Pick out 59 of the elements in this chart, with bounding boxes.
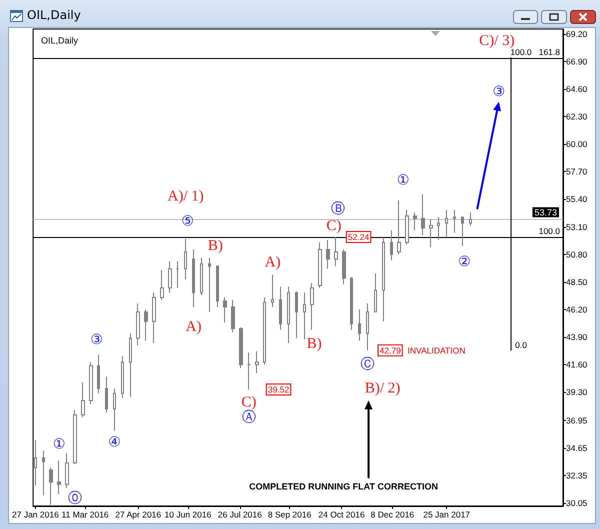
x-tick-label: 8 Sep 2016 — [268, 510, 312, 520]
y-tick-label: 50.80 — [566, 249, 588, 260]
text: OIL,Daily — [41, 36, 79, 46]
annotation: 100.0 — [538, 226, 560, 236]
y-tick-label: 36.95 — [566, 415, 588, 426]
ref-line-label: 53.73 — [534, 208, 557, 218]
annotation: A) — [264, 254, 281, 271]
y-tick-label: 69.20 — [566, 28, 588, 39]
annotation: ② — [458, 254, 471, 270]
annotation: ① — [52, 436, 66, 452]
annotation: B)/ 2) — [364, 380, 400, 396]
y-tick-label: 48.50 — [566, 276, 588, 287]
y-tick-label: 46.20 — [566, 304, 588, 314]
annotation: 161.8 — [538, 46, 560, 57]
annotation: ① — [396, 172, 410, 188]
x-tick-label: 8 Dec 2016 — [370, 510, 414, 520]
annotation: ④ — [108, 434, 121, 450]
annotation: C) — [241, 394, 256, 411]
y-tick-label: 53.10 — [566, 222, 588, 232]
annotation: INVALIDATION — [408, 345, 466, 356]
y-tick-label: 57.70 — [566, 166, 588, 177]
annotation: ⑤ — [181, 214, 194, 230]
y-tick-label: 62.30 — [566, 111, 588, 122]
y-tick-label: 55.40 — [566, 194, 588, 204]
y-tick-label: 30.05 — [566, 498, 588, 508]
annotation: A) — [186, 319, 202, 336]
y-tick-label: 39.30 — [566, 387, 588, 398]
annotation: ⓪ — [68, 490, 82, 506]
y-tick-label: 66.90 — [566, 56, 588, 66]
annotation: 39.52 — [268, 384, 290, 395]
annotation: 52.24 — [348, 232, 370, 242]
x-tick-label: 25 Jan 2017 — [423, 510, 470, 520]
annotation: 42.79 — [380, 345, 402, 356]
x-tick-label: 24 Oct 2016 — [318, 510, 365, 520]
annotation: A)/ 1) — [168, 188, 204, 205]
annotation: 0.0 — [515, 340, 528, 350]
annotation: ③ — [492, 84, 506, 100]
y-tick-label: 43.90 — [566, 332, 588, 342]
y-tick-label: 32.35 — [566, 470, 588, 480]
y-tick-label: 60.00 — [566, 139, 588, 150]
annotation: COMPLETED RUNNING FLAT CORRECTION — [249, 481, 438, 492]
x-tick-label: 26 Jul 2016 — [218, 510, 262, 520]
y-tick-label: 64.60 — [566, 84, 588, 94]
annotation: Ⓐ — [242, 410, 256, 426]
annotation: Ⓒ — [360, 356, 375, 372]
x-tick-label: 11 Mar 2016 — [62, 510, 109, 520]
x-tick-label: 10 Jun 2016 — [164, 510, 212, 520]
x-tick-label: 27 Jan 2016 — [12, 510, 60, 520]
annotation: C)/ 3) — [479, 32, 515, 49]
y-tick-label: 34.65 — [566, 442, 588, 453]
annotation: B) — [208, 238, 223, 254]
chart-title: OIL,Daily — [27, 8, 81, 22]
annotation: ③ — [90, 332, 103, 348]
annotation: C) — [326, 218, 342, 234]
annotation: Ⓑ — [330, 201, 345, 218]
annotation: B) — [306, 336, 322, 352]
y-tick-label: 41.60 — [566, 360, 588, 370]
x-tick-label: 27 Apr 2016 — [115, 510, 162, 520]
annotation: 100.0 — [510, 46, 532, 57]
